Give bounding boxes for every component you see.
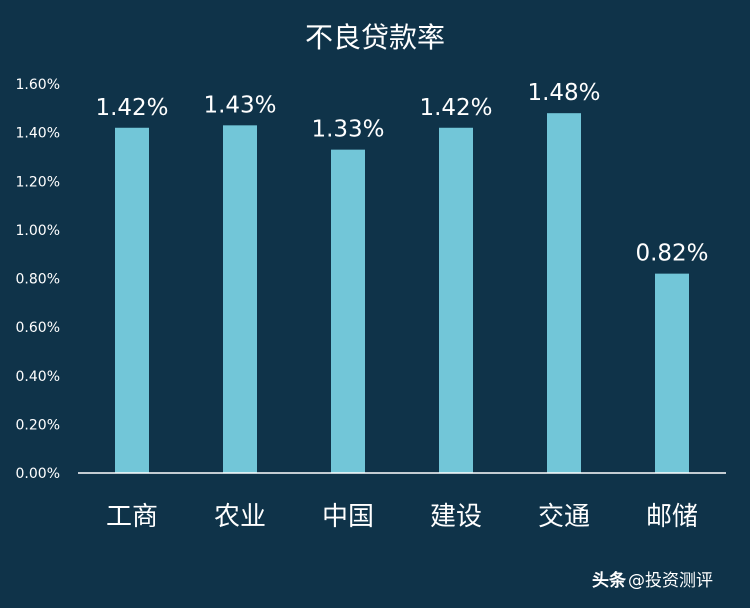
y-tick-label: 1.40% [16, 126, 60, 142]
y-tick-label: 0.60% [16, 320, 60, 336]
bar-6 [655, 273, 689, 473]
bar-5 [547, 113, 581, 474]
x-tick-label-3: 中国 [322, 502, 374, 532]
watermark-account: @投资测评 [628, 571, 713, 591]
data-label-6: 0.82% [635, 241, 708, 267]
y-axis-labels: 0.00% 0.20% 0.40% 0.60% 0.80% 1.00% 1.20% 1.40%… [16, 77, 60, 482]
chart-title: 不良贷款率 [305, 21, 445, 54]
y-tick-label: 1.20% [16, 174, 60, 190]
y-tick-label: 1.00% [16, 223, 60, 239]
y-tick-label: 0.00% [16, 466, 60, 482]
watermark-brand: 头条 [592, 571, 626, 591]
x-tick-label-6: 邮储 [646, 502, 698, 532]
watermark: 头条 @投资测评 [592, 566, 713, 591]
data-label-4: 1.42% [419, 95, 492, 121]
x-axis-labels: 工商 农业 中国 建设 交通 邮储 [106, 502, 698, 532]
y-tick-label: 0.40% [16, 369, 60, 385]
data-labels-group: 1.42% 1.43% 1.33% 1.42% 1.48% 0.82% [95, 80, 708, 266]
y-tick-label: 0.20% [16, 417, 60, 433]
bar-4 [439, 127, 473, 473]
bar-3 [331, 149, 365, 474]
x-tick-label-2: 农业 [214, 502, 266, 532]
x-tick-label-1: 工商 [106, 502, 158, 532]
data-label-5: 1.48% [527, 80, 600, 106]
data-label-2: 1.43% [203, 92, 276, 118]
data-label-1: 1.42% [95, 95, 168, 121]
bars-group [115, 113, 689, 474]
bar-1 [115, 127, 149, 473]
bar-2 [223, 125, 257, 474]
x-tick-label-5: 交通 [538, 502, 590, 532]
data-label-3: 1.33% [311, 117, 384, 143]
y-tick-label: 1.60% [16, 77, 60, 93]
y-tick-label: 0.80% [16, 272, 60, 288]
x-tick-label-4: 建设 [430, 502, 482, 532]
